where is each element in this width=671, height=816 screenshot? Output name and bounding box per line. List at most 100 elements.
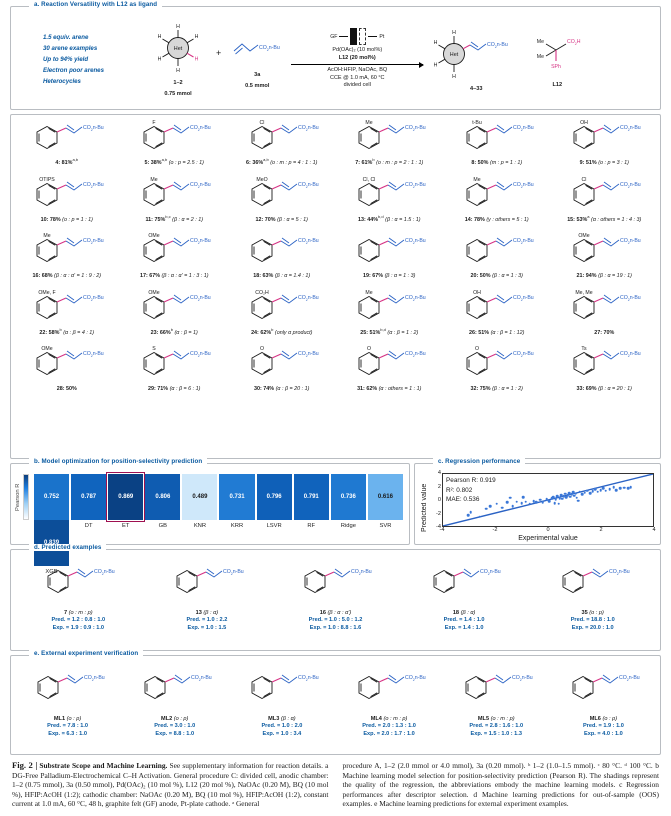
- structure-icon: CO2n-Bu OMe: [143, 233, 211, 263]
- scatter-point: [574, 492, 577, 495]
- scope-label-19: 19: 67% (β : α = 1 : 3): [363, 273, 416, 279]
- svg-text:Het: Het: [174, 46, 183, 52]
- condition-above-1: L12 (20 mol%): [338, 54, 376, 61]
- structure-icon: CO2n-Bu: [305, 568, 372, 594]
- svg-text:S: S: [153, 346, 157, 352]
- heatmap-value-DT: 0.787: [81, 494, 97, 500]
- structure-icon: CO2n-Bu Me, Me: [573, 290, 641, 319]
- figure-caption: Fig. 2 | Substrate Scope and Machine Lea…: [10, 759, 661, 809]
- structure-icon: CO2n-Bu t-Bu: [466, 120, 534, 150]
- caption-left-text: See supplementary information for reacti…: [12, 761, 329, 809]
- svg-text:CO2n-Bu: CO2n-Bu: [405, 182, 426, 189]
- scope-structure-30: CO2n-Bu O: [229, 346, 335, 386]
- svg-text:CO2H: CO2H: [567, 39, 581, 46]
- cathode-label: Pt: [379, 33, 385, 40]
- scope-structure-17: CO2n-Bu OMe: [122, 233, 228, 273]
- external-name-ML3: ML3 (β : α): [268, 716, 296, 722]
- condition-below-2: divided cell: [343, 82, 371, 89]
- heatmap-cell-BG: 0.752BG: [34, 474, 70, 529]
- svg-text:CO2n-Bu: CO2n-Bu: [512, 675, 533, 682]
- structure-icon: CO2n-Bu OMe, F: [36, 290, 104, 319]
- product-structure-icon: Het CO2n-Bu H H H H: [434, 30, 508, 80]
- structure-icon: CO2n-Bu Me: [143, 177, 211, 206]
- svg-text:CO2n-Bu: CO2n-Bu: [405, 125, 426, 132]
- scatter-y-ticks: -4 -2 0 2 4: [430, 470, 442, 530]
- svg-text:F: F: [153, 120, 156, 126]
- scope-entry-26: CO2n-Bu OH 26: 51% (α : β = 1 : 12): [443, 289, 551, 346]
- scheme-bullets: 1.5 equiv. arene 30 arene examples Up to…: [19, 32, 147, 87]
- scope-entry-14: CO2n-Bu Me 14: 78% (γ : others = 5 : 1): [443, 176, 551, 233]
- reaction-arrow: [291, 61, 425, 68]
- scatter-point: [618, 486, 622, 490]
- scatter-point: [593, 487, 597, 491]
- scope-label-9: 9: 51% (o : p = 3 : 1): [579, 160, 629, 166]
- scatter-point: [626, 486, 630, 490]
- substrate2-amount: 0.5 mmol: [245, 83, 270, 89]
- scatter-point: [485, 507, 488, 511]
- structure-icon: CO2n-Bu OTIPS: [36, 177, 104, 206]
- scope-entry-21: CO2n-Bu OMe 21: 94% (β : α = 19 : 1): [551, 232, 659, 289]
- structure-icon: CO2n-Bu S: [143, 346, 211, 376]
- scope-entry-31: CO2n-Bu O 31: 62% (α : others = 1 : 1): [336, 345, 444, 402]
- svg-text:CO2n-Bu: CO2n-Bu: [190, 295, 211, 302]
- svg-text:H: H: [434, 62, 438, 68]
- structure-icon: CO2n-Bu OH: [466, 290, 534, 319]
- svg-text:CO2n-Bu: CO2n-Bu: [94, 569, 115, 576]
- external-exp-ML4: Exp. = 2.0 : 1.7 : 1.0: [363, 731, 415, 737]
- scope-structure-4: CO2n-Bu: [14, 120, 120, 160]
- scope-label-7: 7: 61%b (o : m : p = 2 : 1 : 1): [355, 157, 424, 166]
- scope-label-6: 6: 36%a,b (o : m : p = 4 : 1 : 1): [246, 157, 318, 166]
- plus-sign: +: [216, 48, 222, 58]
- scope-structure-21: CO2n-Bu OMe: [552, 233, 658, 273]
- svg-text:CO2n-Bu: CO2n-Bu: [83, 295, 104, 302]
- structure-icon: CO2n-Bu Cl: [251, 120, 319, 150]
- structure-icon: CO2n-Bu: [47, 568, 115, 594]
- product-name: 4–33: [470, 85, 483, 92]
- scope-structure-12: CO2n-Bu MeO: [229, 177, 335, 217]
- scope-label-29: 29: 71% (α : β = 6 : 1): [148, 386, 201, 392]
- external-name-ML5: ML5 (o : m : p): [477, 716, 515, 722]
- external-structure-ML5: CO2n-Bu: [443, 665, 550, 715]
- panel-e-title: e. External experiment verification: [29, 650, 144, 657]
- scope-entry-30: CO2n-Bu O 30: 74% (α : β = 20 : 1): [228, 345, 336, 402]
- structure-icon: CO2n-Bu Me: [36, 233, 104, 263]
- structure-icon: CO2n-Bu OMe: [573, 233, 641, 263]
- scatter-point: [511, 504, 514, 508]
- scope-structure-23: CO2n-Bu OMe: [122, 290, 228, 330]
- svg-text:CO₂H: CO₂H: [255, 290, 269, 296]
- heatmap-value-GB: 0.806: [155, 494, 171, 500]
- scope-entry-5: CO2n-Bu F 5: 38%a,b (o : p = 2.5 : 1): [121, 119, 229, 176]
- svg-text:Me: Me: [43, 233, 50, 239]
- heatmap-xlabel-SVR: SVR: [379, 523, 392, 529]
- heatmap-xlabel-XGB: XGB: [45, 569, 58, 575]
- svg-text:Het: Het: [450, 52, 459, 58]
- scope-label-17: 17: 67% (β : α : α' = 1 : 3 : 1): [139, 273, 209, 279]
- svg-text:CO2n-Bu: CO2n-Bu: [298, 351, 319, 358]
- predicted-exp-18: Exp. = 1.4 : 1.0: [444, 625, 484, 631]
- scatter-xtick--4: -4: [439, 527, 445, 533]
- scope-entry-29: CO2n-Bu S 29: 71% (α : β = 6 : 1): [121, 345, 229, 402]
- scope-label-14: 14: 78% (γ : others = 5 : 1): [464, 216, 529, 223]
- scatter-point: [588, 491, 592, 495]
- predicted-exp-35: Exp. = 20.0 : 1.0: [571, 625, 614, 631]
- external-exp-ML3: Exp. = 1.0 : 3.4: [262, 731, 302, 737]
- svg-text:CO2n-Bu: CO2n-Bu: [83, 182, 104, 189]
- structure-icon: CO2n-Bu O: [251, 346, 319, 376]
- svg-text:CO2n-Bu: CO2n-Bu: [620, 295, 641, 302]
- svg-text:CO2n-Bu: CO2n-Bu: [83, 351, 104, 358]
- scope-structure-16: CO2n-Bu Me: [14, 233, 120, 273]
- panel-reaction-scheme: a. Reaction Versatility with L12 as liga…: [10, 1, 661, 110]
- scope-entry-20: CO2n-Bu 20: 50% (β : α = 1 : 3): [443, 232, 551, 289]
- heatmap-xlabel-DT: DT: [84, 523, 93, 529]
- scope-entry-8: CO2n-Bu t-Bu 8: 50% (m : p = 1 : 1): [443, 119, 551, 176]
- svg-text:H: H: [452, 30, 456, 36]
- scatter-point: [466, 513, 470, 517]
- structure-icon: CO2n-Bu CO₂H: [251, 290, 319, 319]
- panel-b-title: b. Model optimization for position-selec…: [29, 458, 208, 465]
- regression-fit-line: [443, 474, 653, 526]
- scatter-point: [538, 498, 542, 501]
- scatter-point: [528, 502, 531, 505]
- heatmap-xlabel-KRR: KRR: [230, 523, 244, 529]
- condition-below-1: CCE @ 1.0 mA, 60 °C: [329, 74, 385, 81]
- heatmap-value-ET: 0.869: [118, 494, 134, 500]
